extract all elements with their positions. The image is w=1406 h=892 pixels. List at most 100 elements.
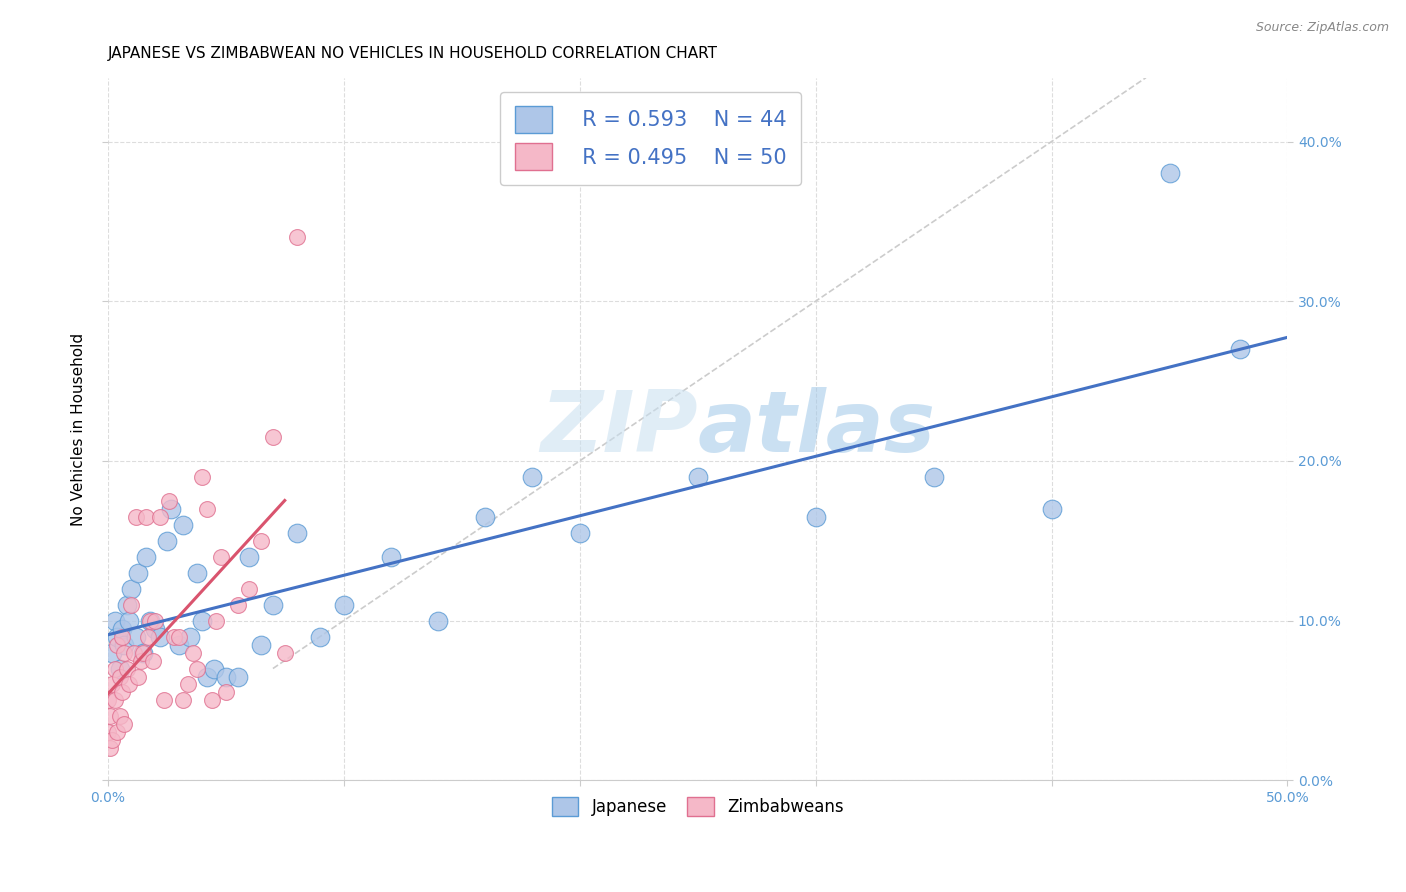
Point: [250, 638, 273, 652]
Legend: Japanese, Zimbabweans: Japanese, Zimbabweans: [543, 789, 852, 825]
Point: [215, 685, 238, 699]
Point: [98, 741, 121, 756]
Point: [108, 669, 131, 683]
Point: [163, 630, 186, 644]
Point: [101, 646, 124, 660]
Point: [186, 661, 208, 675]
Point: [205, 614, 228, 628]
Point: [191, 470, 214, 484]
Point: [134, 509, 156, 524]
Point: [104, 661, 127, 675]
Point: [226, 669, 249, 683]
Point: [149, 509, 172, 524]
Point: [250, 533, 273, 548]
Y-axis label: No Vehicles in Household: No Vehicles in Household: [72, 333, 86, 525]
Point: [202, 661, 225, 675]
Point: [215, 669, 238, 683]
Point: [380, 549, 402, 564]
Point: [125, 509, 148, 524]
Point: [186, 566, 208, 580]
Point: [105, 638, 128, 652]
Point: [112, 646, 135, 660]
Point: [122, 646, 145, 660]
Point: [143, 622, 166, 636]
Point: [181, 646, 204, 660]
Point: [285, 525, 308, 540]
Point: [167, 638, 190, 652]
Point: [143, 614, 166, 628]
Point: [108, 661, 131, 675]
Text: ZIP: ZIP: [540, 387, 697, 470]
Point: [132, 646, 155, 660]
Point: [104, 693, 127, 707]
Point: [142, 654, 165, 668]
Point: [191, 614, 214, 628]
Point: [209, 549, 232, 564]
Point: [568, 525, 591, 540]
Point: [157, 493, 180, 508]
Point: [177, 677, 200, 691]
Point: [922, 470, 945, 484]
Point: [120, 582, 142, 596]
Point: [238, 549, 260, 564]
Point: [115, 598, 138, 612]
Point: [172, 517, 194, 532]
Point: [120, 598, 142, 612]
Point: [115, 661, 138, 675]
Point: [101, 733, 124, 747]
Point: [153, 693, 176, 707]
Point: [160, 501, 183, 516]
Point: [101, 677, 124, 691]
Point: [111, 622, 134, 636]
Point: [134, 549, 156, 564]
Point: [118, 677, 141, 691]
Point: [139, 614, 162, 628]
Point: [111, 630, 134, 644]
Point: [104, 614, 127, 628]
Point: [274, 646, 297, 660]
Point: [427, 614, 450, 628]
Point: [309, 630, 332, 644]
Point: [97, 693, 120, 707]
Point: [129, 654, 152, 668]
Point: [105, 630, 128, 644]
Point: [118, 614, 141, 628]
Point: [98, 709, 121, 723]
Point: [200, 693, 222, 707]
Point: [149, 630, 172, 644]
Point: [172, 693, 194, 707]
Point: [226, 598, 249, 612]
Point: [136, 630, 159, 644]
Point: [167, 630, 190, 644]
Point: [262, 430, 284, 444]
Point: [132, 646, 155, 660]
Point: [195, 669, 218, 683]
Point: [474, 509, 496, 524]
Point: [285, 230, 308, 244]
Point: [1040, 501, 1063, 516]
Text: atlas: atlas: [697, 387, 936, 470]
Point: [1159, 166, 1181, 180]
Point: [108, 709, 131, 723]
Point: [804, 509, 827, 524]
Point: [127, 566, 149, 580]
Point: [139, 614, 162, 628]
Text: Source: ZipAtlas.com: Source: ZipAtlas.com: [1256, 21, 1389, 34]
Point: [156, 533, 179, 548]
Point: [112, 717, 135, 731]
Point: [262, 598, 284, 612]
Point: [179, 630, 201, 644]
Point: [332, 598, 354, 612]
Point: [522, 470, 544, 484]
Point: [125, 630, 148, 644]
Point: [127, 669, 149, 683]
Point: [1229, 342, 1251, 356]
Point: [105, 725, 128, 739]
Point: [97, 725, 120, 739]
Text: JAPANESE VS ZIMBABWEAN NO VEHICLES IN HOUSEHOLD CORRELATION CHART: JAPANESE VS ZIMBABWEAN NO VEHICLES IN HO…: [108, 46, 718, 62]
Point: [238, 582, 260, 596]
Point: [112, 638, 135, 652]
Point: [686, 470, 709, 484]
Point: [195, 501, 218, 516]
Point: [111, 685, 134, 699]
